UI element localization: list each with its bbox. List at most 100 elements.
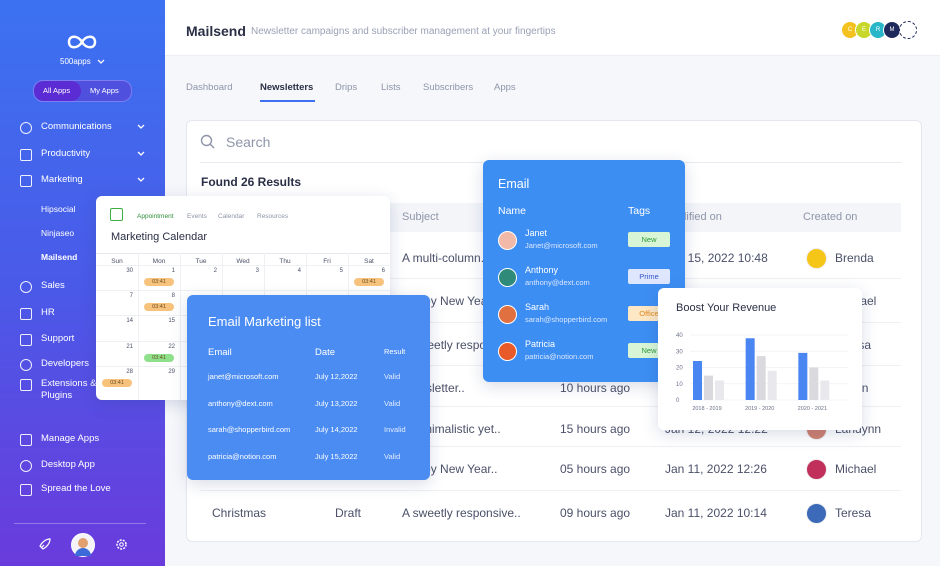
cell: July 13,2022 — [315, 398, 358, 408]
cell: 09 hours ago — [560, 506, 631, 520]
creator-avatar — [806, 503, 827, 524]
nav-item[interactable]: HR — [41, 307, 55, 318]
calendar-tab[interactable]: Calendar — [218, 213, 245, 220]
weekday: Mon — [152, 258, 166, 265]
weekday: Fri — [323, 258, 331, 265]
results-count: Found 26 Results — [201, 175, 302, 189]
user-avatar[interactable] — [71, 533, 95, 557]
bar — [756, 356, 766, 400]
date: 4 — [297, 268, 301, 274]
brand-logo — [67, 35, 97, 49]
nav-item[interactable]: Extensions & Plugins — [41, 378, 97, 401]
revenue-card: Boost Your Revenue 0 10 20 30 40 2018 - 2019 20… — [658, 288, 862, 430]
grid-line — [96, 290, 390, 291]
search-input[interactable]: Search — [226, 134, 271, 150]
bar — [809, 367, 819, 400]
y-tick-label: 30 — [676, 349, 683, 355]
date: 22 — [168, 344, 175, 350]
cell: 15 hours ago — [560, 422, 631, 436]
grid-line — [138, 253, 139, 400]
calendar-tab[interactable]: Resources — [257, 213, 289, 220]
toggle-option[interactable]: My Apps — [90, 86, 119, 95]
contact-avatar — [498, 342, 517, 361]
date: 1 — [171, 268, 175, 274]
event-chip[interactable]: 03:41 — [144, 354, 174, 362]
event-chip[interactable]: 03:41 — [144, 278, 174, 286]
nav-item[interactable]: Hipsocial — [41, 204, 76, 214]
nav-item[interactable]: Spread the Love — [41, 483, 111, 494]
bar — [745, 338, 755, 400]
y-tick-label: 10 — [676, 382, 683, 388]
chevron — [137, 124, 145, 129]
tab[interactable]: Subscribers — [423, 82, 474, 93]
nav-item[interactable]: Marketing — [41, 174, 83, 185]
card-title: Email — [498, 177, 530, 191]
nav-item[interactable]: Manage Apps — [41, 433, 100, 444]
event-chip[interactable]: 03:41 — [102, 379, 132, 387]
column-header: Tags — [628, 205, 651, 217]
nav-item[interactable]: Productivity — [41, 148, 91, 159]
cell: July 15,2022 — [315, 451, 358, 461]
nav-icon — [20, 175, 32, 187]
nav-icon — [20, 434, 32, 446]
search-icon — [200, 134, 215, 149]
rocket-icon[interactable] — [38, 537, 52, 551]
creator-avatar — [806, 459, 827, 480]
x-tick-label: 2020 - 2021 — [798, 406, 827, 412]
nav-icon — [20, 359, 32, 371]
tab[interactable]: Dashboard — [186, 82, 233, 93]
tab[interactable]: Newsletters — [260, 82, 314, 93]
nav-item[interactable]: Sales — [41, 280, 65, 291]
nav-item[interactable]: Desktop App — [41, 459, 95, 470]
weekday: Thu — [279, 258, 291, 265]
event-chip[interactable]: 03:41 — [144, 303, 174, 311]
weekday: Sun — [111, 258, 123, 265]
contact-email: patricia@notion.com — [525, 352, 594, 361]
nav-item[interactable]: Ninjaseo — [41, 228, 75, 238]
date: 8 — [171, 293, 175, 299]
cell: July 14,2022 — [315, 425, 358, 434]
contact-name: Sarah — [525, 302, 550, 312]
date: 7 — [129, 293, 133, 299]
app-title: Mailsend — [186, 23, 246, 39]
contact-email: anthony@dext.com — [525, 278, 590, 287]
tab[interactable]: Lists — [381, 82, 401, 93]
cell: Jan 11, 2022 10:14 — [665, 506, 767, 520]
nav-item[interactable]: Communications — [41, 121, 112, 132]
cell: Jan 15, 2022 10:48 — [665, 251, 768, 265]
nav-item[interactable]: Mailsend — [41, 252, 78, 262]
settings-icon[interactable] — [115, 538, 128, 551]
card-title: Email Marketing list — [208, 314, 321, 329]
contact-avatar — [498, 268, 517, 287]
weekday: Tue — [195, 258, 207, 265]
cell: 10 hours ago — [560, 381, 631, 395]
y-tick-label: 40 — [676, 333, 683, 339]
x-tick-label: 2018 - 2019 — [692, 406, 721, 412]
date: 15 — [168, 318, 175, 324]
grid-line — [96, 253, 390, 254]
event-chip[interactable]: 03:41 — [354, 278, 384, 286]
calendar-tab[interactable]: Events — [187, 213, 207, 220]
bar — [798, 352, 808, 400]
cell: Teresa — [835, 506, 872, 520]
tab[interactable]: Drips — [335, 82, 358, 93]
toggle-option[interactable]: All Apps — [43, 86, 71, 95]
header-avatar[interactable]: C — [841, 21, 859, 39]
cell: patricia@notion.com — [208, 451, 277, 461]
nav-item[interactable]: Developers — [41, 358, 90, 369]
bar — [704, 375, 713, 400]
invite-avatar[interactable] — [899, 21, 917, 39]
brand-name: 500apps — [60, 57, 91, 66]
nav-item[interactable]: Support — [41, 333, 75, 344]
row-divider — [200, 490, 901, 491]
brand-chevron — [97, 59, 105, 64]
chart: 0 10 20 30 40 2018 - 2019 2019 - 2020 2020 - 20… — [676, 333, 848, 412]
calendar-tab[interactable]: Appointment — [137, 213, 174, 220]
column-header: Email — [208, 347, 232, 358]
cell: janet@microsoft.com — [208, 372, 279, 381]
cell: Jan 11, 2022 12:26 — [665, 462, 767, 476]
cell: Brenda — [835, 251, 874, 265]
column-header: Name — [498, 205, 527, 217]
nav-icon — [20, 122, 32, 134]
tab[interactable]: Apps — [494, 82, 516, 93]
